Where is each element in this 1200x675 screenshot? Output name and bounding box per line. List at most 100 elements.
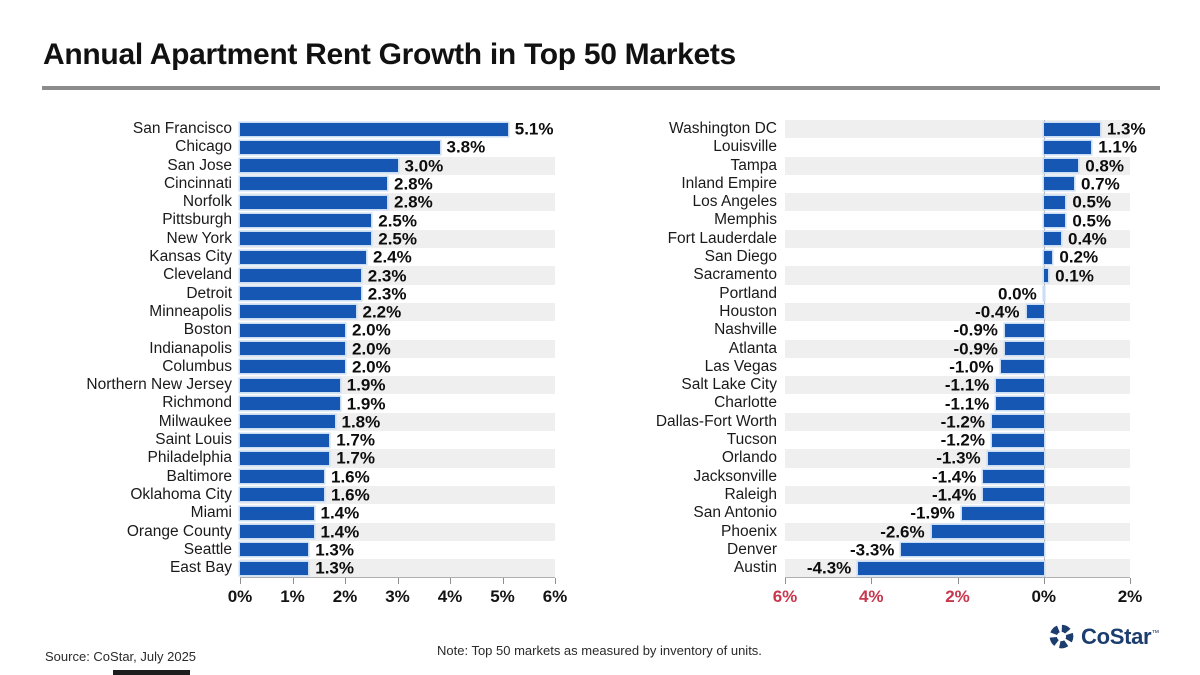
axis-tick-label: 5% (490, 587, 515, 607)
value-label: 2.5% (378, 229, 417, 249)
category-label: Detroit (186, 284, 232, 302)
page-title: Annual Apartment Rent Growth in Top 50 M… (43, 38, 736, 71)
axis-tick (957, 578, 959, 585)
value-label: -1.1% (944, 375, 990, 395)
bar-row: Austin -4.3% (620, 559, 1130, 578)
category-label: Nashville (714, 321, 777, 339)
plot-cell: 2.0% (240, 321, 555, 339)
value-label: 1.9% (346, 394, 386, 414)
bar (240, 543, 309, 557)
bar (1043, 250, 1053, 264)
x-axis: 6% 4% 2% 0% 2% (773, 577, 1142, 612)
bar (1043, 195, 1066, 209)
plot-cell: 2.3% (240, 285, 555, 303)
category-label: Salt Lake City (681, 376, 777, 394)
bar-row: Denver -3.3% (620, 540, 1130, 560)
value-label: 2.8% (394, 174, 433, 194)
bar (1043, 140, 1092, 154)
plot-cell: 0.5% (785, 211, 1130, 230)
axis-tick (397, 578, 399, 585)
value-label: 1.6% (330, 467, 370, 487)
bar-row: Houston -0.4% (620, 302, 1130, 322)
category-label: Seattle (183, 540, 232, 558)
value-label: -1.3% (936, 448, 981, 468)
zero-line (1043, 412, 1045, 432)
category-label: Jacksonville (693, 467, 777, 485)
bar (996, 378, 1044, 392)
value-label: 0.4% (1068, 229, 1107, 249)
zero-line (1043, 559, 1045, 578)
video-progress-segment (113, 670, 190, 675)
bar-row: Philadelphia 1.7% (42, 448, 555, 468)
value-label: 1.7% (336, 448, 375, 468)
axis-tick (292, 578, 294, 585)
bar (240, 396, 340, 410)
bar (1026, 305, 1044, 319)
bar-row: Fort Lauderdale 0.4% (620, 229, 1130, 249)
plot-cell: 2.2% (240, 302, 555, 322)
bar-row: Atlanta -0.9% (620, 339, 1130, 358)
value-label: 2.0% (351, 339, 391, 359)
bar (901, 543, 1044, 557)
bar (240, 213, 372, 227)
bar (1043, 232, 1061, 246)
bar-row: Kansas City 2.4% (42, 248, 555, 266)
bar (983, 470, 1044, 484)
value-label: -2.6% (880, 522, 925, 542)
category-label: Louisville (713, 138, 777, 156)
zero-line (1043, 357, 1045, 377)
axis-tick (871, 578, 873, 585)
value-label: -1.2% (940, 412, 985, 432)
axis-tick (450, 578, 451, 585)
bar-row: Raleigh -1.4% (620, 485, 1130, 505)
category-label: Phoenix (720, 522, 777, 540)
category-label: Cincinnati (163, 174, 232, 192)
bar-row: San Jose 3.0% (42, 156, 555, 176)
bar (961, 506, 1044, 520)
bar-row: Minneapolis 2.2% (42, 302, 555, 322)
plot-cell: 1.9% (240, 394, 555, 412)
value-label: 3.0% (404, 156, 444, 176)
plot-cell: 3.0% (240, 156, 555, 176)
value-label: 1.8% (341, 412, 381, 432)
bar (240, 323, 345, 337)
bar-row: Tucson -1.2% (620, 431, 1130, 450)
zero-line (1043, 394, 1045, 413)
axis-tick (345, 578, 346, 585)
bar-row: Memphis 0.5% (620, 211, 1130, 230)
bar-row: Baltimore 1.6% (42, 468, 555, 486)
category-label: Chicago (175, 138, 232, 156)
category-label: Oklahoma City (130, 485, 232, 503)
category-label: Tucson (726, 431, 777, 449)
category-label: San Antonio (693, 504, 777, 522)
bar (240, 177, 387, 191)
bar (240, 342, 345, 356)
plot-cell: 1.3% (785, 120, 1146, 139)
chart-rows: Washington DC 1.3% Louisville 1.1% Tampa 0.8%… (620, 120, 1146, 578)
plot-cell: 0.0% (785, 284, 1130, 303)
value-label: -1.4% (931, 467, 977, 487)
chart-rows: San Francisco 5.1% Chicago 3.8% San Jose 3.0%… (42, 120, 555, 578)
category-label: Los Angeles (692, 193, 777, 211)
bar-row: Las Vegas -1.0% (620, 357, 1130, 377)
bar (240, 140, 440, 154)
bar-row: Nashville -0.9% (620, 320, 1130, 340)
category-label: Portland (719, 284, 777, 302)
category-label: Pittsburgh (162, 211, 232, 229)
plot-cell: 2.8% (240, 175, 555, 193)
plot-cell: 1.3% (240, 559, 555, 578)
category-label: Baltimore (166, 467, 232, 485)
plot-cell: -4.3% (785, 559, 1130, 578)
value-label: -0.9% (953, 320, 998, 340)
axis-tick-label: 4% (437, 587, 463, 607)
plot-cell: 0.7% (785, 174, 1130, 194)
category-label: Denver (727, 540, 777, 558)
plot-cell: 1.6% (240, 485, 555, 505)
category-label: Northern New Jersey (86, 376, 232, 394)
value-label: 0.1% (1055, 266, 1094, 286)
bar-row: San Diego 0.2% (620, 248, 1130, 267)
category-label: Atlanta (728, 339, 777, 357)
value-label: 2.3% (367, 266, 407, 286)
costar-logo: CoStar™ (1048, 623, 1159, 650)
zero-line (1043, 449, 1045, 468)
